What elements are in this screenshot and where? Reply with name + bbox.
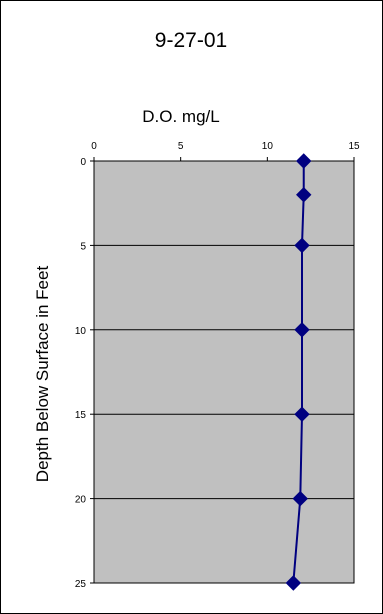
x-tick-label-0: 0 xyxy=(91,141,97,152)
data-point-diamond xyxy=(294,406,310,422)
y-axis-title: Depth Below Surface in Feet xyxy=(33,266,52,483)
y-tick-label-15: 15 xyxy=(75,410,87,421)
y-tick-label-25: 25 xyxy=(75,579,87,590)
data-point-diamond xyxy=(296,187,312,203)
data-point-diamond xyxy=(285,575,302,591)
x-tick-label-15: 15 xyxy=(348,141,360,152)
x-axis-title: D.O. mg/L xyxy=(142,107,219,126)
y-tick-label-5: 5 xyxy=(80,241,86,252)
x-tick-label-10: 10 xyxy=(262,141,274,152)
x-tick-label-5: 5 xyxy=(178,141,184,152)
data-point-diamond xyxy=(296,153,312,169)
y-tick-label-20: 20 xyxy=(75,495,87,506)
y-tick-label-10: 10 xyxy=(75,326,87,337)
y-tick-label-0: 0 xyxy=(80,157,86,168)
data-point-diamond xyxy=(294,237,310,254)
data-point-diamond xyxy=(294,322,310,338)
data-point-diamond xyxy=(292,490,308,507)
chart-title: 9-27-01 xyxy=(155,29,227,52)
plot-area xyxy=(93,160,355,584)
